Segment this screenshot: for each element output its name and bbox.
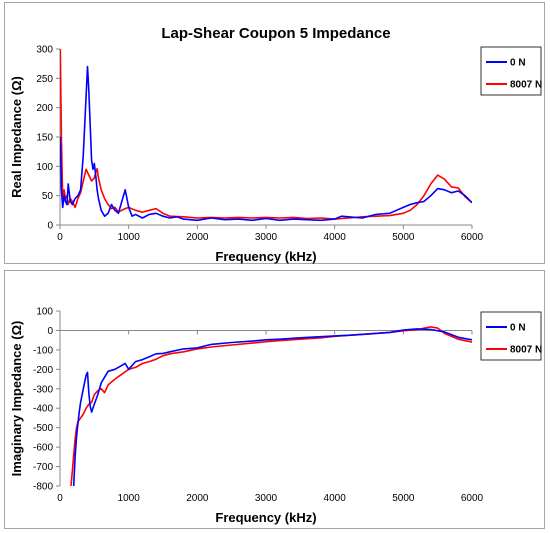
y-axis-title: Imaginary Impedance (Ω) — [9, 321, 24, 477]
y-tick-label: 300 — [36, 45, 53, 56]
x-tick-label: 4000 — [324, 232, 347, 243]
imaginary-impedance-chart-panel: 100 0 -100 -200 -300 -400 -500 -600 -700 -800 0 100… — [4, 270, 545, 529]
legend-label: 8007 N — [510, 80, 542, 91]
legend-label: 8007 N — [510, 345, 542, 356]
y-tick-label: 250 — [36, 74, 53, 85]
real-impedance-chart-panel: Lap-Shear Coupon 5 Impedance 0 50 100 150 200… — [4, 2, 545, 264]
y-tick-label: 0 — [47, 221, 53, 232]
chart-title: Lap-Shear Coupon 5 Impedance — [161, 25, 390, 42]
legend-box — [480, 311, 542, 361]
y-tick-label: -300 — [33, 384, 53, 395]
y-axis-title: Real Impedance (Ω) — [9, 76, 24, 198]
y-tick-label: 100 — [36, 162, 53, 173]
y-tick-label: 100 — [36, 307, 53, 318]
y-tick-label: -400 — [33, 404, 53, 415]
legend-label: 0 N — [510, 58, 526, 69]
series-line-0n — [60, 65, 472, 222]
x-tick-label: 2000 — [186, 232, 209, 243]
real-impedance-chart: Lap-Shear Coupon 5 Impedance 0 50 100 150 200… — [9, 25, 542, 264]
y-tick-label: -500 — [33, 423, 53, 434]
y-tick-label: 0 — [47, 326, 53, 337]
series-line-8007n — [70, 326, 472, 486]
y-tick-label: -100 — [33, 345, 53, 356]
x-tick-label: 0 — [57, 493, 63, 504]
x-tick-label: 1000 — [118, 493, 141, 504]
x-tick-label: 6000 — [461, 232, 484, 243]
y-tick-label: -200 — [33, 365, 53, 376]
x-axis-title: Frequency (kHz) — [215, 510, 316, 525]
x-tick-label: 2000 — [186, 493, 209, 504]
x-tick-label: 0 — [57, 232, 63, 243]
series-line-8007n — [60, 49, 472, 220]
y-tick-label: 150 — [36, 133, 53, 144]
x-axis-title: Frequency (kHz) — [215, 249, 316, 264]
x-tick-label: 6000 — [461, 493, 484, 504]
x-tick-label: 1000 — [118, 232, 141, 243]
legend-box — [480, 46, 542, 96]
legend-label: 0 N — [510, 323, 526, 334]
series-line-0n — [72, 328, 472, 486]
y-tick-label: -700 — [33, 462, 53, 473]
y-tick-label: 50 — [42, 191, 54, 202]
x-tick-label: 5000 — [392, 232, 415, 243]
x-tick-label: 3000 — [255, 493, 278, 504]
x-tick-label: 3000 — [255, 232, 278, 243]
y-tick-label: -600 — [33, 443, 53, 454]
y-tick-label: 200 — [36, 103, 53, 114]
x-tick-label: 4000 — [324, 493, 347, 504]
y-tick-label: -800 — [33, 482, 53, 493]
x-tick-label: 5000 — [392, 493, 415, 504]
